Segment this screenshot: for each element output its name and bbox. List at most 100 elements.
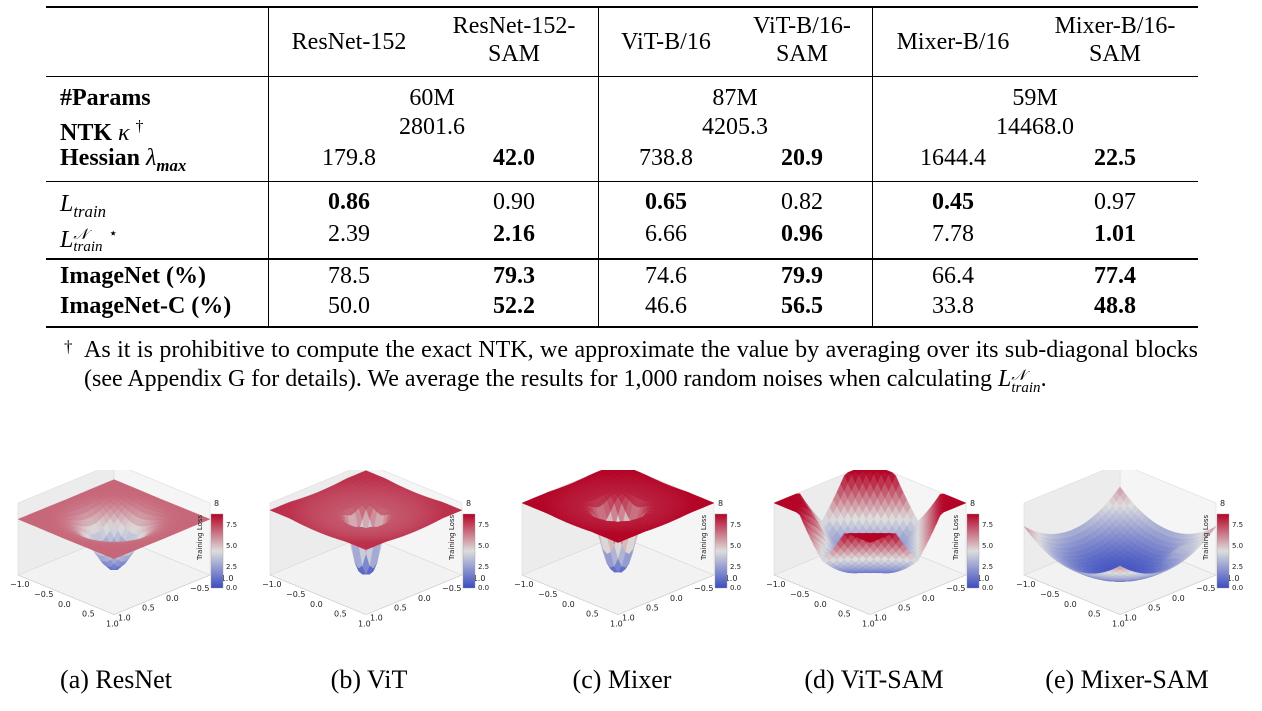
- cell-ltrain-mixer: 0.45: [932, 189, 974, 215]
- surface-plot-vit: −1.0−0.50.00.51.01.00.50.0−0.5−1.08642Tr…: [262, 470, 489, 629]
- y-tick-label: 1.0: [370, 614, 383, 623]
- row-label-imagenet-c: ImageNet-C (%): [60, 293, 232, 319]
- cell-imagenet-vit-sam: 79.9: [781, 263, 823, 289]
- cell-ltrain-noise-mixer-sam: 1.01: [1094, 221, 1136, 247]
- y-tick-label: 0.5: [142, 604, 155, 613]
- hessian-label-text: Hessian: [60, 145, 141, 171]
- colorbar-tick-label: 2.5: [226, 563, 237, 571]
- z-tick-label: 8: [466, 499, 471, 508]
- x-tick-label: 1.0: [862, 620, 875, 629]
- y-tick-label: −0.5: [694, 584, 713, 593]
- cell-ltrain-noise-mixer: 7.78: [932, 221, 974, 247]
- cell-ntk-vit: 4205.3: [702, 114, 768, 140]
- colorbar-tick-label: 2.5: [1232, 563, 1243, 571]
- row-label-hessian: Hessian λmax: [60, 144, 186, 180]
- z-axis-label: Training Loss: [448, 514, 456, 561]
- y-tick-label: 0.5: [646, 604, 659, 613]
- y-tick-label: 0.5: [898, 604, 911, 613]
- colorbar: [210, 513, 224, 589]
- footnote-superscript: 𝒩: [1011, 368, 1026, 384]
- surface-patch: [865, 539, 875, 543]
- y-tick-label: −0.5: [190, 584, 209, 593]
- ltrain-noise-superscript: 𝒩: [73, 227, 88, 244]
- colorbar-tick-label: 7.5: [226, 521, 237, 529]
- x-tick-label: 1.0: [610, 620, 623, 629]
- colorbar-tick-label: 7.5: [478, 521, 489, 529]
- footnote-subscript: train: [1011, 380, 1041, 396]
- ltrain-noise-symbol: L: [60, 227, 74, 253]
- y-tick-label: 0.0: [418, 594, 431, 603]
- cell-ltrain-noise-resnet: 2.39: [328, 221, 370, 247]
- x-tick-label: −0.5: [34, 590, 53, 599]
- y-tick-label: −1.0: [466, 574, 485, 583]
- y-tick-label: −1.0: [718, 574, 737, 583]
- colorbar-tick-label: 2.5: [982, 563, 993, 571]
- x-tick-label: 1.0: [358, 620, 371, 629]
- x-tick-label: 0.0: [1064, 600, 1077, 609]
- surface-patch: [1115, 565, 1125, 571]
- table-rule-1: [46, 181, 1198, 182]
- panel-vit-sam: −1.0−0.50.00.51.01.00.50.0−0.5−1.08642Tr…: [760, 470, 1010, 660]
- y-tick-label: 0.0: [166, 594, 179, 603]
- x-tick-label: −0.5: [790, 590, 809, 599]
- colorbar-tick-label: 7.5: [1232, 521, 1243, 529]
- y-tick-label: 0.5: [394, 604, 407, 613]
- panel-resnet: −1.0−0.50.00.51.01.00.50.0−0.5−1.08642Tr…: [4, 470, 254, 660]
- cell-imagenet-c-mixer: 33.8: [932, 293, 974, 319]
- table-top-rule: [46, 6, 1198, 8]
- x-tick-label: 0.0: [58, 600, 71, 609]
- col-header-mixer: Mixer-B/16: [896, 29, 1010, 55]
- x-tick-label: 1.0: [106, 620, 119, 629]
- cell-imagenet-c-resnet: 50.0: [328, 293, 370, 319]
- ntk-kappa-symbol: κ: [118, 120, 130, 146]
- y-tick-label: 1.0: [874, 614, 887, 623]
- colorbar-tick-label: 7.5: [982, 521, 993, 529]
- colorbar-tick-label: 0.0: [226, 584, 237, 592]
- x-tick-label: −0.5: [286, 590, 305, 599]
- x-tick-label: −1.0: [1016, 580, 1035, 589]
- colorbar-tick-label: 0.0: [730, 584, 741, 592]
- y-tick-label: −0.5: [946, 584, 965, 593]
- x-tick-label: −1.0: [10, 580, 29, 589]
- z-tick-label: 8: [1220, 499, 1225, 508]
- z-axis-label: Training Loss: [952, 514, 960, 561]
- z-axis-label: Training Loss: [700, 514, 708, 561]
- table-bottom-rule: [46, 326, 1198, 328]
- cell-imagenet-mixer-sam: 77.4: [1094, 263, 1136, 289]
- colorbar-tick-label: 0.0: [1232, 584, 1243, 592]
- y-tick-label: 1.0: [1124, 614, 1137, 623]
- cell-imagenet-c-vit-sam: 56.5: [781, 293, 823, 319]
- table-vrule-1: [268, 6, 269, 326]
- loss-surface: [773, 470, 967, 574]
- x-tick-label: 0.0: [310, 600, 323, 609]
- cell-imagenet-resnet: 78.5: [328, 263, 370, 289]
- col-header-vit: ViT-B/16: [621, 29, 711, 55]
- colorbar-tick-label: 0.0: [982, 584, 993, 592]
- cell-imagenet-c-resnet-sam: 52.2: [493, 293, 535, 319]
- loss-surface: [17, 479, 211, 570]
- colorbar-tick-label: 0.0: [478, 584, 489, 592]
- colorbar-tick-label: 5.0: [982, 542, 993, 550]
- x-tick-label: −1.0: [514, 580, 533, 589]
- ltrain-symbol: L: [60, 191, 74, 217]
- panel-vit: −1.0−0.50.00.51.01.00.50.0−0.5−1.08642Tr…: [256, 470, 506, 660]
- x-tick-label: 1.0: [1112, 620, 1125, 629]
- row-label-imagenet: ImageNet (%): [60, 263, 206, 289]
- col-header-resnet-sam: ResNet-152- SAM: [452, 13, 576, 67]
- x-tick-label: −1.0: [766, 580, 785, 589]
- surface-plot-mixer-sam: −1.0−0.50.00.51.01.00.50.0−0.5−1.08642Tr…: [1016, 470, 1243, 629]
- surface-plot-mixer: −1.0−0.50.00.51.01.00.50.0−0.5−1.08642Tr…: [514, 470, 741, 629]
- colorbar: [1216, 513, 1230, 589]
- cell-ltrain-resnet-sam: 0.90: [493, 189, 535, 215]
- y-tick-label: 1.0: [118, 614, 131, 623]
- footnote-period: .: [1040, 366, 1047, 392]
- cell-hessian-resnet-sam: 42.0: [493, 145, 535, 171]
- cell-ltrain-noise-vit: 6.66: [645, 221, 687, 247]
- z-tick-label: 8: [214, 499, 219, 508]
- z-tick-label: 8: [970, 499, 975, 508]
- cell-ltrain-vit: 0.65: [645, 189, 687, 215]
- surface-patch: [613, 539, 623, 543]
- y-tick-label: −1.0: [214, 574, 233, 583]
- colorbar-tick-label: 2.5: [730, 563, 741, 571]
